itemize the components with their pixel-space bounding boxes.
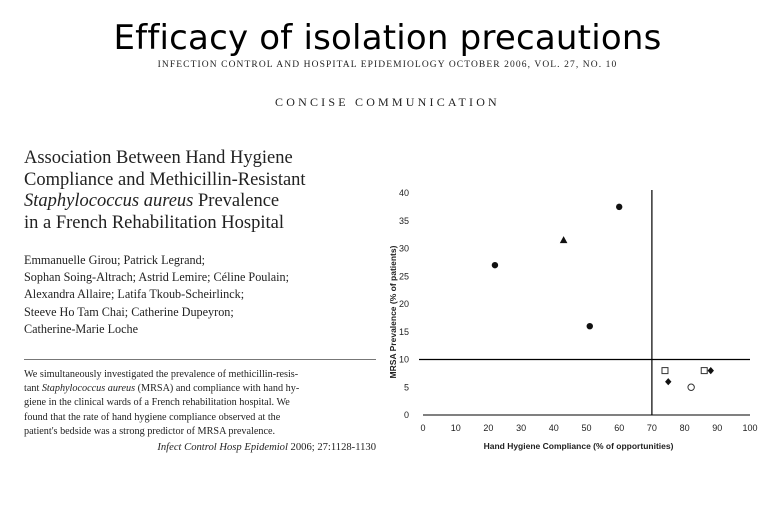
author-line: Emmanuelle Girou; Patrick Legrand; (24, 253, 206, 267)
author-line: Catherine-Marie Loche (24, 321, 139, 336)
y-tick-label: 40 (399, 188, 409, 198)
author-line: Sophan Soing-Altrach; Astrid Lemire; Cél… (24, 270, 290, 285)
data-point-filled-circle (616, 203, 623, 211)
x-tick-label: 80 (680, 423, 690, 433)
x-tick-label: 20 (483, 423, 493, 433)
x-tick-label: 70 (647, 423, 657, 433)
x-tick-label: 40 (549, 423, 559, 433)
data-point-filled-circle (491, 261, 499, 269)
abstract-line: patient's bedside was a strong predictor… (24, 425, 276, 437)
abstract-line: We simultaneously investigated the preva… (24, 369, 299, 380)
data-point-filled-diamond (665, 378, 672, 386)
article-title: Association Between Hand Hygiene Complia… (24, 148, 384, 234)
author-line: Alexandra Allaire; Latifa Tkoub-Scheirli… (24, 287, 245, 302)
x-tick-label: 10 (451, 423, 461, 433)
y-tick-label: 5 (404, 382, 409, 392)
data-point-filled-diamond (707, 367, 714, 375)
article-title-line: Staphylococcus aureus Prevalence (24, 191, 384, 213)
journal-header: Infection Control and Hospital Epidemiol… (157, 60, 618, 70)
x-tick-label: 0 (420, 423, 425, 433)
x-tick-label: 30 (516, 423, 526, 433)
data-point-open-circle (687, 383, 695, 391)
data-point-filled-circle (586, 323, 593, 330)
article-title-line: Compliance and Methicillin-Resistant (24, 169, 306, 190)
y-tick-label: 20 (399, 299, 409, 309)
citation: Infect Control Hosp Epidemiol 2006; 27:1… (24, 442, 376, 453)
abstract-line: tant Staphylococcus aureus (MRSA) and co… (24, 383, 300, 395)
abstract-line: giene in the clinical wards of a French … (24, 397, 290, 409)
y-tick-label: 0 (404, 410, 409, 420)
y-axis-title: MRSA Prevalence (% of patients) (388, 245, 398, 378)
x-axis-title: Hand Hygiene Compliance (% of opportunit… (484, 441, 674, 451)
organism-name-italic: Staphylococcus aureus (24, 191, 194, 211)
y-tick-label: 35 (399, 216, 409, 226)
y-tick-label: 15 (399, 327, 409, 337)
abstract-line: found that the rate of hand hygiene comp… (24, 411, 281, 423)
article-title-line-rest: Prevalence (193, 191, 280, 211)
citation-journal: Infect Control Hosp Epidemiol (157, 442, 288, 453)
scatter-chart: 0 10 20 30 40 50 60 70 80 90 100 0 5 10 15 20 25 30 35 40 Ha… (388, 188, 758, 451)
author-line: Steeve Ho Tam Chai; Catherine Dupeyron; (24, 304, 234, 319)
section-label: Concise Communication (275, 95, 500, 109)
article-title-line: Association Between Hand Hygiene (24, 148, 293, 168)
x-tick-label: 90 (712, 423, 722, 433)
article-title-line: in a French Rehabilitation Hospital (24, 212, 284, 233)
organism-name-italic: Staphylococcus aureus (41, 383, 136, 395)
abstract: We simultaneously investigated the preva… (24, 368, 384, 439)
divider (24, 359, 376, 360)
y-tick-label: 30 (399, 244, 409, 254)
citation-details: 2006; 27:1128-1130 (287, 442, 376, 453)
x-tick-label: 60 (614, 423, 624, 433)
y-tick-label: 10 (399, 355, 409, 365)
y-tick-label: 25 (399, 271, 409, 281)
x-tick-label: 50 (581, 423, 591, 433)
data-point-open-square (661, 367, 669, 375)
data-point-open-square (700, 367, 708, 375)
author-list: Emmanuelle Girou; Patrick Legrand; Sopha… (24, 252, 384, 338)
x-tick-label: 100 (742, 423, 757, 433)
slide-title: Efficacy of isolation precautions (113, 18, 662, 58)
data-point-filled-triangle (559, 236, 568, 244)
